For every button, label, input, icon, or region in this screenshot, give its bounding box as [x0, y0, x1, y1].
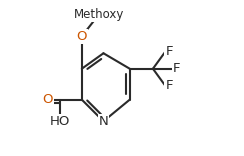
- Text: F: F: [165, 79, 173, 92]
- Text: HO: HO: [50, 115, 70, 128]
- Text: O: O: [77, 30, 87, 43]
- Text: F: F: [173, 62, 181, 75]
- Text: N: N: [99, 115, 108, 128]
- Text: F: F: [165, 45, 173, 58]
- Text: O: O: [42, 93, 53, 106]
- Text: Methoxy: Methoxy: [74, 8, 124, 21]
